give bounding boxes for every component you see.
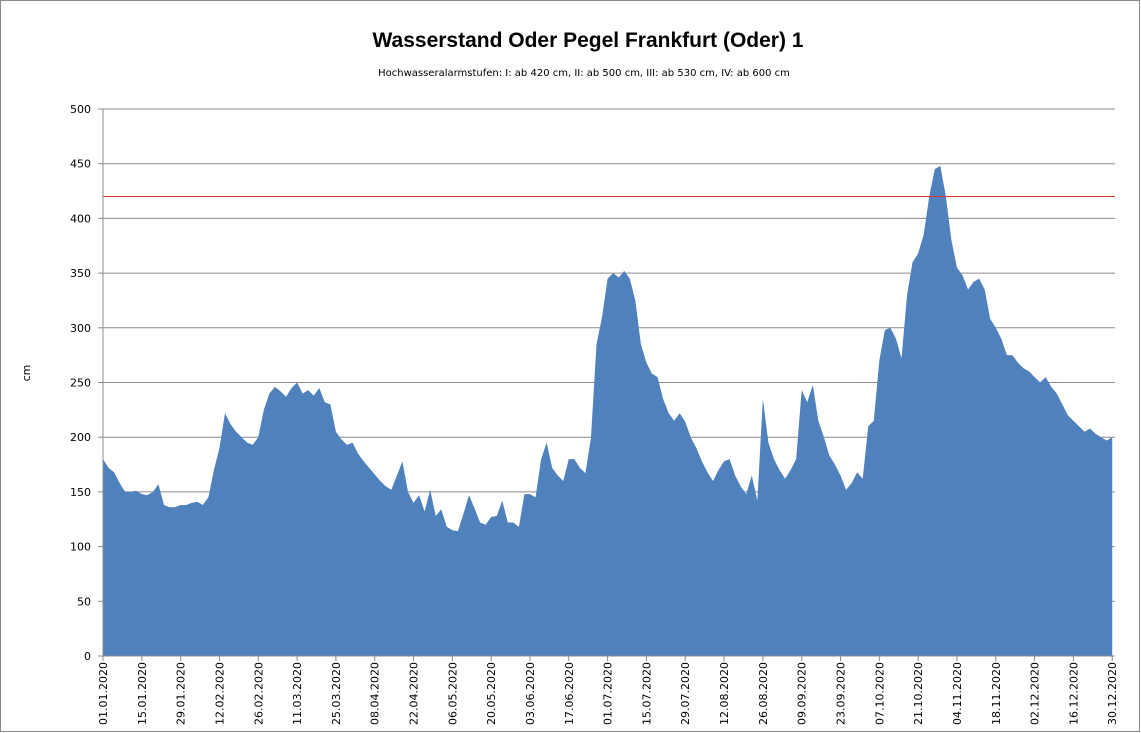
x-tick-label: 07.10.2020 bbox=[873, 662, 886, 725]
x-tick-label: 09.09.2020 bbox=[796, 662, 809, 725]
x-tick-label: 17.06.2020 bbox=[563, 662, 576, 725]
y-axis-title: cm bbox=[20, 365, 33, 382]
x-tick-label: 23.09.2020 bbox=[835, 662, 848, 725]
chart-title: Wasserstand Oder Pegel Frankfurt (Oder) … bbox=[372, 29, 803, 52]
y-tick-label: 100 bbox=[70, 541, 91, 554]
y-tick-label: 500 bbox=[70, 103, 91, 116]
x-tick-label: 03.06.2020 bbox=[524, 662, 537, 725]
y-tick-label: 200 bbox=[70, 431, 91, 444]
x-tick-label: 11.03.2020 bbox=[291, 662, 304, 725]
y-tick-label: 250 bbox=[70, 377, 91, 390]
x-tick-label: 12.08.2020 bbox=[718, 662, 731, 725]
y-tick-label: 350 bbox=[70, 267, 91, 280]
area bbox=[103, 165, 1113, 656]
x-tick-label: 29.07.2020 bbox=[679, 662, 692, 725]
x-tick-label: 22.04.2020 bbox=[408, 662, 421, 725]
x-tick-label: 12.02.2020 bbox=[213, 662, 226, 725]
x-tick-label: 16.12.2020 bbox=[1067, 662, 1080, 725]
x-tick-label: 26.02.2020 bbox=[252, 662, 265, 725]
x-tick-label: 15.01.2020 bbox=[136, 662, 149, 725]
chart-subtitle: Hochwasseralarmstufen: I: ab 420 cm, II:… bbox=[378, 68, 790, 79]
x-tick-label: 02.12.2020 bbox=[1029, 662, 1042, 725]
x-tick-label: 30.12.2020 bbox=[1106, 662, 1119, 725]
y-tick-label: 450 bbox=[70, 158, 91, 171]
x-tick-label: 26.08.2020 bbox=[757, 662, 770, 725]
x-tick-label: 25.03.2020 bbox=[330, 662, 343, 725]
x-tick-label: 01.07.2020 bbox=[602, 662, 615, 725]
y-tick-label: 400 bbox=[70, 212, 91, 225]
x-tick-label: 04.11.2020 bbox=[951, 662, 964, 725]
x-tick-label: 20.05.2020 bbox=[485, 662, 498, 725]
x-tick-label: 15.07.2020 bbox=[640, 662, 653, 725]
x-tick-label: 01.01.2020 bbox=[97, 662, 110, 725]
x-tick-label: 29.01.2020 bbox=[175, 662, 188, 725]
y-tick-label: 0 bbox=[84, 650, 91, 663]
x-tick-label: 08.04.2020 bbox=[369, 662, 382, 725]
x-tick-label: 18.11.2020 bbox=[990, 662, 1003, 725]
y-tick-label: 300 bbox=[70, 322, 91, 335]
x-tick-label: 06.05.2020 bbox=[446, 662, 459, 725]
y-tick-label: 50 bbox=[77, 595, 91, 608]
y-tick-label: 150 bbox=[70, 486, 91, 499]
x-tick-label: 21.10.2020 bbox=[912, 662, 925, 725]
